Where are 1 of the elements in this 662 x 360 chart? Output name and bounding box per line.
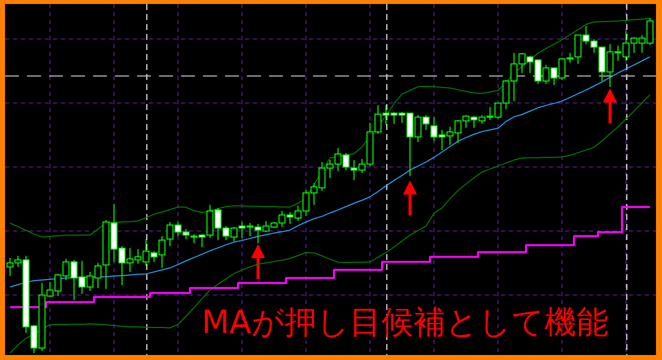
- annotation: MAが押し目候補として機能: [202, 303, 608, 341]
